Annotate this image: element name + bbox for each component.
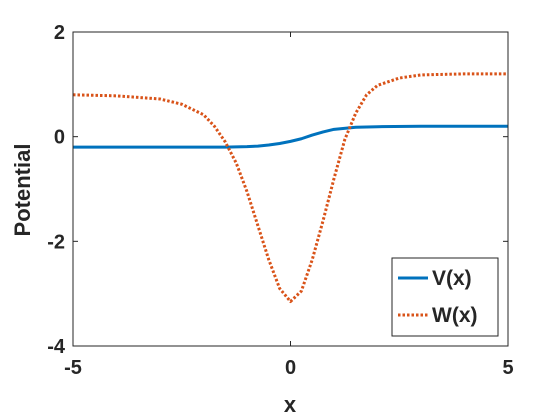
x-tick-label: 0 [285,357,296,379]
ticks-layer: -5 0 5 2 0 -2 -4 [47,22,513,379]
series-line-1 [73,124,508,149]
legend-label: V(x) [432,267,472,290]
legend-box [391,257,499,337]
y-axis-label: Potential [10,144,35,237]
x-tick-label: 5 [502,357,513,379]
legend: V(x) W(x) [391,257,499,337]
y-tick-label: -2 [47,231,65,253]
y-tick-label: -4 [47,336,66,358]
x-tick-label: -5 [64,357,82,379]
y-tick-label: 0 [54,127,65,149]
series-line-2 [72,72,508,304]
legend-label: W(x) [432,304,478,327]
y-tick-label: 2 [54,22,65,44]
series-layer [72,72,508,304]
x-axis-label: x [284,392,297,417]
